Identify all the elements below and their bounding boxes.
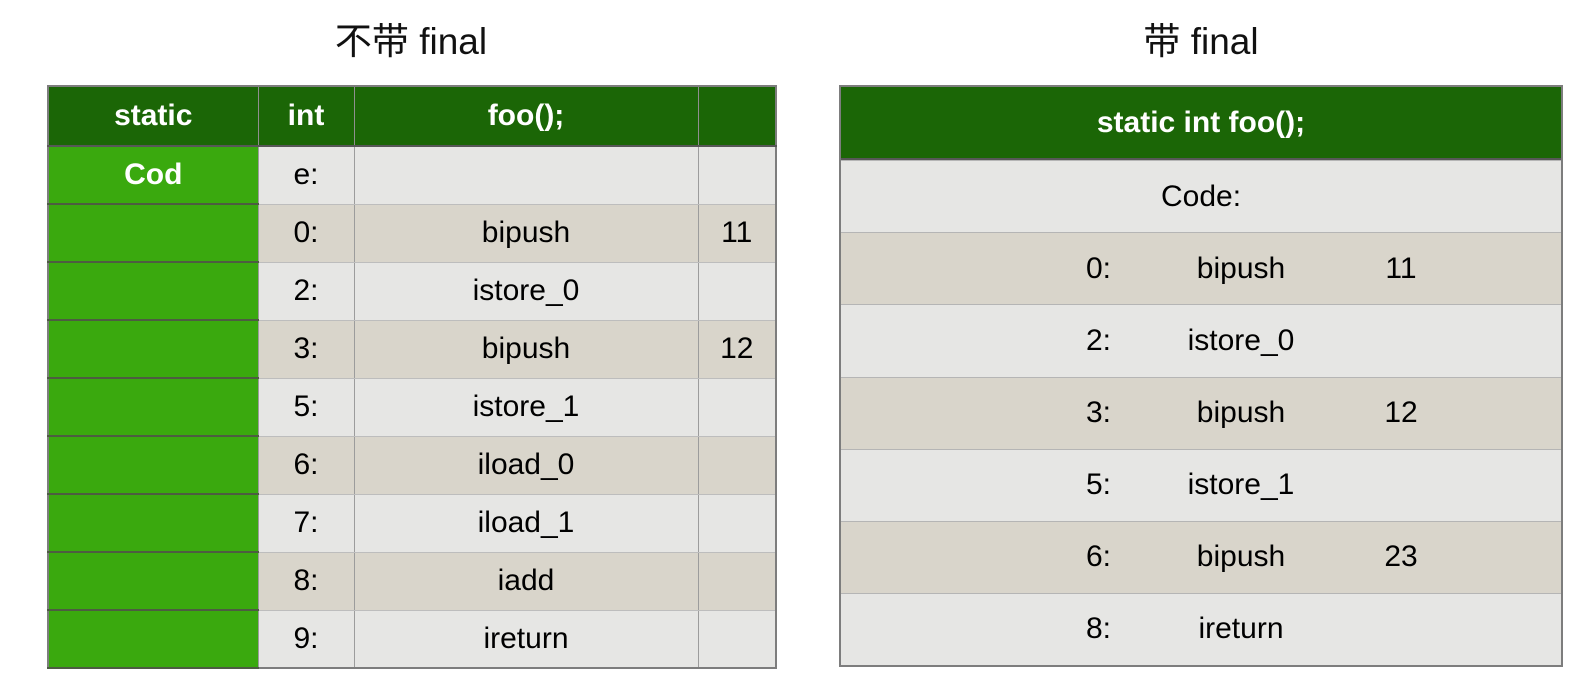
mnemonic-cell: istore_0 [1187,323,1295,357]
operand-cell [697,493,777,553]
mnemonic-cell: iadd [353,551,699,611]
green-spacer-cell [47,493,259,553]
offset-cell: 0: [257,203,355,263]
table-row: 2: istore_0 [841,304,1561,377]
offset-cell: 6: [1085,540,1111,574]
bytecode-table-final: static int foo(); Code: 0: bipush 11 2: … [839,85,1563,667]
table-header-row: static int foo(); [841,87,1561,161]
green-spacer-cell [47,203,259,263]
right-table-title: 带 final [1143,21,1259,62]
offset-cell: 3: [257,319,355,379]
table-row: 5: istore_1 [841,448,1561,521]
header-cell-static: static [47,85,259,147]
table-row: 6: iload_0 [47,435,777,495]
code-row: Cod e: [47,145,777,205]
table-row: 2: istore_0 [47,261,777,321]
offset-cell: 2: [1085,323,1111,357]
operand-cell: 23 [1384,540,1418,574]
green-spacer-cell [47,551,259,611]
operand-cell: 12 [697,319,777,379]
offset-cell: 8: [257,551,355,611]
operand-cell: 11 [697,203,777,263]
empty-cell [697,145,777,205]
offset-cell: 5: [257,377,355,437]
code-cell-e: e: [257,145,355,205]
offset-cell: 6: [257,435,355,495]
mnemonic-cell: istore_1 [1187,468,1295,502]
operand-cell: 11 [1385,251,1417,285]
table-row: 7: iload_1 [47,493,777,553]
mnemonic-cell: bipush [353,319,699,379]
table-row: 8: ireturn [841,592,1561,665]
mnemonic-cell: bipush [1196,251,1286,285]
table-row: 5: istore_1 [47,377,777,437]
header-cell-int: int [257,85,355,147]
offset-cell: 8: [1085,612,1111,646]
mnemonic-cell: istore_1 [353,377,699,437]
table-row: 6: bipush 23 [841,520,1561,593]
offset-cell: 7: [257,493,355,553]
table-row: 0: bipush 11 [841,232,1561,305]
empty-cell [353,145,699,205]
offset-cell: 5: [1085,468,1111,502]
table-row: 3: bipush 12 [841,376,1561,449]
header-cell-empty [697,85,777,147]
mnemonic-cell: iload_0 [353,435,699,495]
mnemonic-cell: ireturn [353,609,699,669]
table-row: 8: iadd [47,551,777,611]
green-spacer-cell [47,377,259,437]
operand-cell [697,435,777,495]
offset-cell: 3: [1085,396,1111,430]
green-spacer-cell [47,609,259,669]
table-row: 3: bipush 12 [47,319,777,379]
operand-cell [697,609,777,669]
green-spacer-cell [47,435,259,495]
offset-cell: 2: [257,261,355,321]
table-row: 0: bipush 11 [47,203,777,263]
operand-cell: 12 [1384,396,1418,430]
operand-cell [697,377,777,437]
green-spacer-cell [47,319,259,379]
mnemonic-cell: istore_0 [353,261,699,321]
mnemonic-cell: iload_1 [353,493,699,553]
offset-cell: 0: [1085,251,1111,285]
operand-cell [697,551,777,611]
code-label: Code: [1160,179,1242,213]
operand-cell [697,261,777,321]
mnemonic-cell: bipush [1196,396,1286,430]
offset-cell: 9: [257,609,355,669]
mnemonic-cell: bipush [353,203,699,263]
header-cell-foo: foo(); [353,85,699,147]
green-cell-cod: Cod [47,145,259,205]
bytecode-table-no-final: static int foo(); Cod e: 0: bipush 1 [47,85,777,669]
code-row: Code: [841,160,1561,233]
table-header-row: static int foo(); [47,85,777,147]
mnemonic-cell: ireturn [1198,612,1284,646]
left-table-title: 不带 final [334,21,488,62]
table-row: 9: ireturn [47,609,777,669]
mnemonic-cell: bipush [1196,540,1286,574]
green-spacer-cell [47,261,259,321]
